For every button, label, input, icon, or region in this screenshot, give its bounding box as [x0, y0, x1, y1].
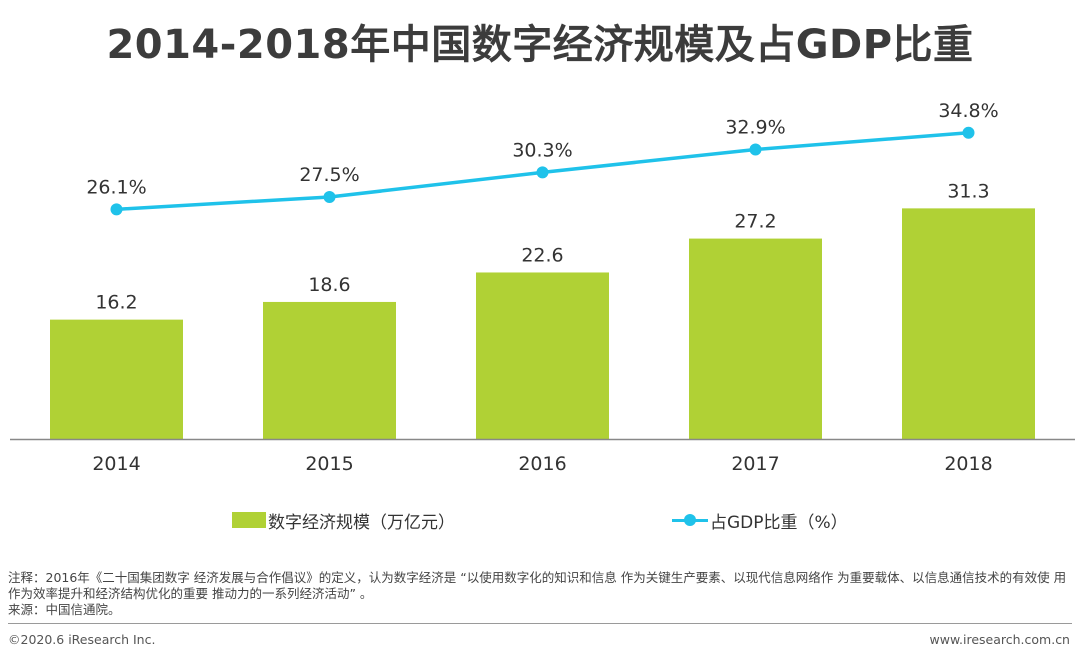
footnote: 注释：2016年《二十国集团数字 经济发展与合作倡议》的定义，认为数字经济是 “… — [8, 570, 1072, 618]
x-tick-label: 2017 — [731, 453, 779, 475]
line-point — [749, 143, 762, 156]
legend-bar-swatch — [232, 512, 266, 528]
bar — [476, 272, 609, 439]
line-value-label: 34.8% — [938, 100, 998, 122]
bar-value-label: 18.6 — [308, 274, 350, 296]
line-point — [536, 166, 549, 179]
line-value-label: 27.5% — [299, 164, 359, 186]
line-value-label: 32.9% — [725, 116, 785, 138]
bar — [263, 301, 396, 439]
bar-value-label: 16.2 — [95, 292, 137, 314]
line-value-label: 26.1% — [86, 176, 146, 198]
legend-bar-label: 数字经济规模（万亿元） — [268, 512, 455, 533]
legend-line-swatch — [672, 512, 708, 528]
bar-value-label: 27.2 — [734, 211, 776, 233]
line-point — [110, 203, 123, 216]
line-value-label: 30.3% — [512, 139, 572, 161]
chart-title: 2014-2018年中国数字经济规模及占GDP比重 — [106, 22, 974, 68]
x-tick-label: 2015 — [305, 453, 353, 475]
bar-value-label: 22.6 — [521, 244, 563, 266]
line-point — [962, 126, 975, 139]
bar — [689, 238, 822, 439]
bar — [902, 208, 1035, 439]
footer-copyright: ©2020.6 iResearch Inc. — [8, 632, 156, 647]
footnote-source: 来源：中国信通院。 — [8, 602, 121, 617]
bar — [50, 319, 183, 439]
footnote-text: 注释：2016年《二十国集团数字 经济发展与合作倡议》的定义，认为数字经济是 “… — [8, 570, 1067, 601]
bar-value-label: 31.3 — [947, 180, 989, 202]
footer-divider — [8, 623, 1072, 624]
line-point — [323, 191, 336, 203]
chart: 16.2 18.6 22.6 27.2 31.3 2014 2015 2016 2017 2018… — [10, 100, 1075, 475]
x-tick-label: 2014 — [92, 453, 140, 475]
footer-website: www.iresearch.com.cn — [929, 632, 1071, 647]
legend-line: 占GDP比重（%） — [672, 507, 848, 533]
x-tick-label: 2016 — [518, 453, 566, 475]
legend-bar: 数字经济规模（万亿元） — [232, 507, 455, 533]
x-tick-label: 2018 — [944, 453, 992, 475]
legend-line-label: 占GDP比重（%） — [710, 512, 848, 533]
